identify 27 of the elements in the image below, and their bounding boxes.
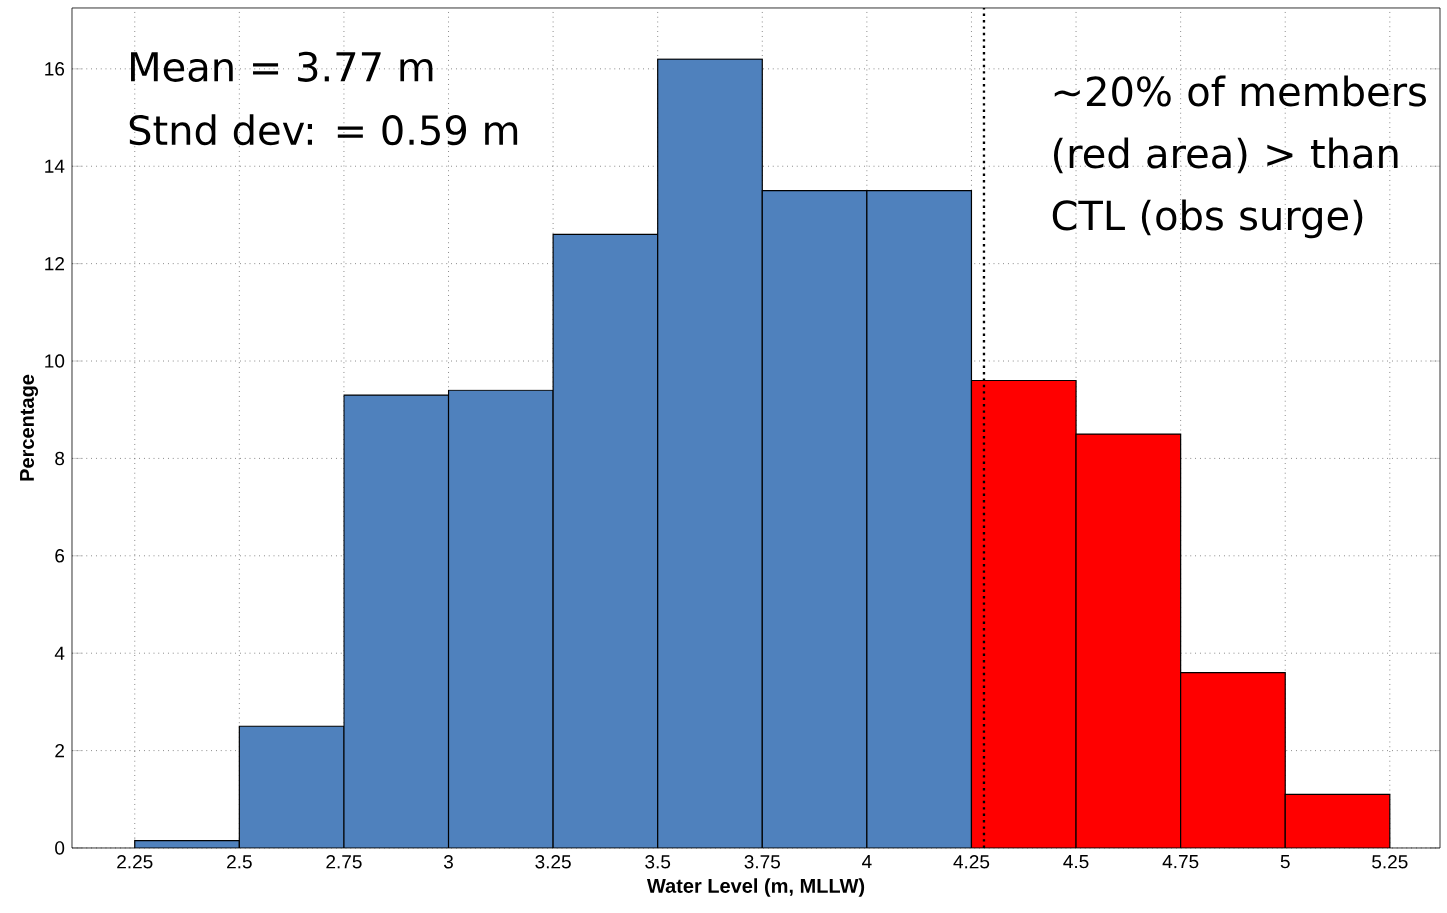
x-axis-title: Water Level (m, MLLW): [646, 878, 865, 897]
x-tick-label: 3: [443, 855, 453, 869]
x-tick-label: 5: [1280, 855, 1290, 869]
y-axis-title: Percentage: [20, 374, 39, 481]
x-tick-label: 3.25: [535, 855, 571, 869]
y-tick-label: 0: [55, 841, 65, 855]
y-tick-label: 14: [45, 159, 65, 173]
x-tick-label: 4.25: [953, 855, 990, 869]
x-tick-label: 2.25: [117, 855, 153, 869]
annotation: ~20% of members (red area) > than CTL (obs surge): [1052, 75, 1426, 239]
y-tick-label: 12: [45, 257, 64, 271]
x-tick-label: 2.5: [227, 855, 252, 869]
y-tick-label: 10: [45, 354, 65, 368]
x-tick-label: 4.75: [1162, 855, 1199, 869]
annotation: Stnd dev: = 0.59 m: [129, 114, 518, 146]
y-tick-label: 2: [55, 743, 64, 758]
y-tick-label: 16: [45, 62, 65, 76]
x-tick-label: 2.75: [326, 855, 362, 869]
y-tick-label: 4: [54, 646, 65, 660]
annotation: Mean = 3.77 m: [131, 51, 433, 82]
y-tick-label: 8: [55, 451, 65, 466]
x-tick-label: 4.5: [1063, 855, 1089, 869]
x-tick-label: 5.25: [1372, 855, 1408, 869]
x-tick-label: 3.75: [744, 855, 780, 869]
y-tick-label: 6: [55, 549, 65, 563]
x-tick-label: 3.5: [645, 855, 671, 869]
x-tick-label: 4: [862, 855, 872, 869]
